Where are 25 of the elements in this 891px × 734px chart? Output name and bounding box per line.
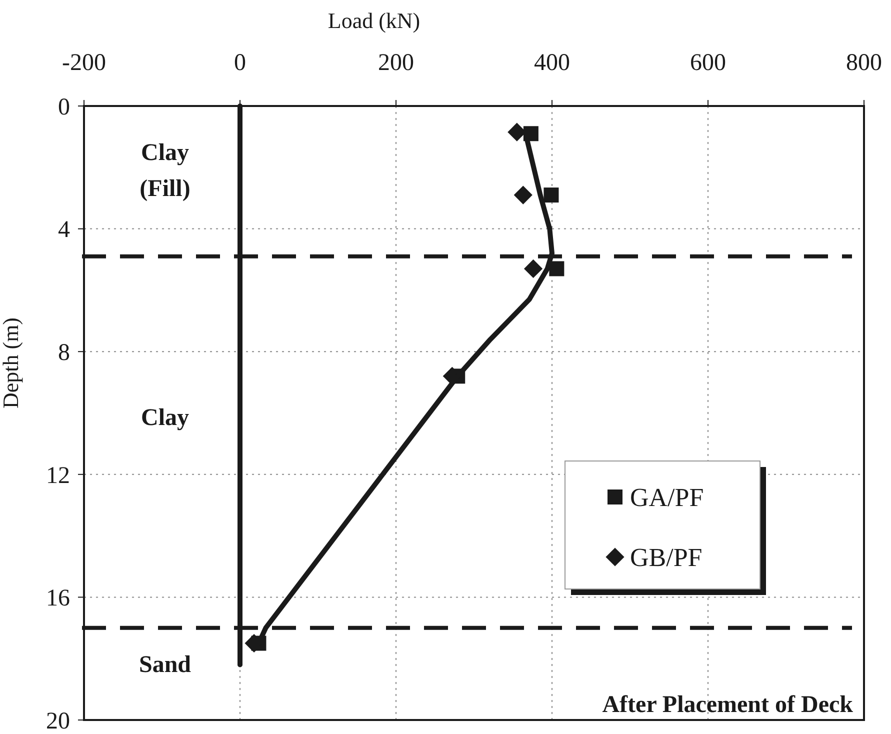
legend-label: GA/PF [630,483,704,512]
x-axis-title: Load (kN) [328,8,420,33]
point [514,186,532,204]
y-tick-label: 0 [58,94,70,120]
y-tick-label: 8 [58,340,70,366]
x-tick-label: 400 [534,50,570,76]
x-tick-label: 200 [378,50,414,76]
y-tick-label: 4 [58,217,70,244]
annotation: Clay (Fill) [140,140,190,202]
annotation: After Placement of Deck [602,692,854,718]
y-tick-label: 20 [46,708,70,734]
x-tick-label: 800 [846,50,882,76]
x-tick-label: 600 [690,50,726,76]
y-tick-label: 12 [46,462,70,489]
x-tick-label: -200 [62,50,106,76]
legend-label: GB/PF [630,543,702,572]
annotation: Sand [138,652,192,678]
y-tick-label: 16 [46,586,70,612]
point [523,126,538,142]
point [544,188,559,203]
point [524,259,543,278]
y-axis-title: Depth (m) [0,317,23,409]
point [549,261,564,276]
annotation: Clay [141,405,189,431]
x-tick-label: 0 [234,50,246,76]
